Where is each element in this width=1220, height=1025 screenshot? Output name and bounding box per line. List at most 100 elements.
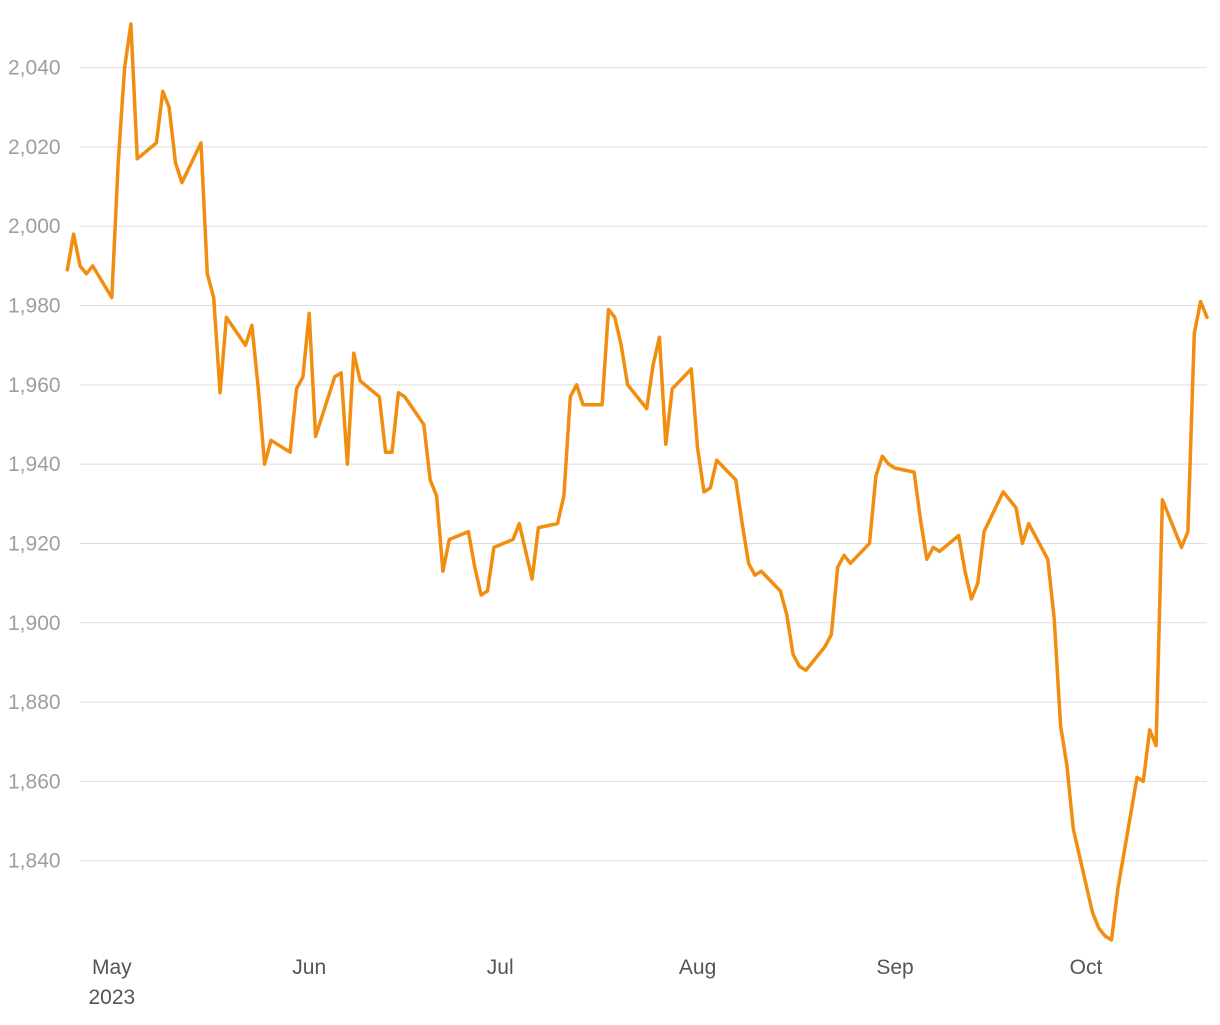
data-point bbox=[212, 296, 216, 300]
data-point bbox=[785, 613, 789, 617]
data-point bbox=[1160, 498, 1164, 502]
y-tick-label: 2,040 bbox=[8, 57, 61, 80]
data-point bbox=[250, 323, 254, 327]
x-axis-ticks: May 2023 Jun Jul Aug Sep Oct bbox=[88, 956, 1102, 1009]
data-point bbox=[154, 141, 158, 145]
data-point bbox=[957, 534, 961, 538]
data-point bbox=[1180, 545, 1184, 549]
data-point bbox=[1186, 530, 1190, 534]
y-tick-label: 1,840 bbox=[8, 850, 61, 873]
data-point bbox=[435, 494, 439, 498]
data-point bbox=[110, 296, 114, 300]
data-point bbox=[619, 343, 623, 347]
data-point bbox=[1097, 926, 1101, 930]
x-tick-label: Sep bbox=[876, 956, 913, 979]
data-point bbox=[263, 462, 267, 466]
data-point bbox=[778, 589, 782, 593]
y-tick-label: 1,940 bbox=[8, 453, 61, 476]
data-point bbox=[403, 395, 407, 399]
data-point bbox=[390, 450, 394, 454]
data-point bbox=[422, 423, 426, 427]
data-point bbox=[1116, 886, 1120, 890]
data-point bbox=[161, 89, 165, 93]
data-point bbox=[562, 494, 566, 498]
data-point bbox=[651, 363, 655, 367]
data-point bbox=[180, 181, 184, 185]
data-point bbox=[1059, 724, 1063, 728]
data-point bbox=[84, 272, 88, 276]
x-tick-label: Oct bbox=[1070, 956, 1103, 979]
data-point bbox=[352, 351, 356, 355]
data-point bbox=[645, 407, 649, 411]
data-point bbox=[753, 573, 757, 577]
data-point bbox=[842, 553, 846, 557]
data-point bbox=[269, 438, 273, 442]
data-point bbox=[1141, 779, 1145, 783]
y-tick-label: 1,900 bbox=[8, 612, 61, 635]
y-tick-label: 1,980 bbox=[8, 295, 61, 318]
data-point bbox=[1052, 617, 1056, 621]
data-point bbox=[1090, 910, 1094, 914]
data-point bbox=[473, 565, 477, 569]
data-point bbox=[893, 466, 897, 470]
x-tick-label: Aug bbox=[679, 956, 716, 979]
data-point bbox=[963, 569, 967, 573]
data-point bbox=[791, 653, 795, 657]
series-line bbox=[65, 22, 1209, 942]
data-point bbox=[715, 458, 719, 462]
data-point bbox=[689, 367, 693, 371]
data-point bbox=[1014, 506, 1018, 510]
data-point bbox=[129, 22, 133, 26]
data-point bbox=[938, 549, 942, 553]
data-point bbox=[1001, 490, 1005, 494]
data-point bbox=[670, 387, 674, 391]
data-point bbox=[982, 530, 986, 534]
data-point bbox=[384, 450, 388, 454]
data-point bbox=[116, 161, 120, 165]
data-point bbox=[696, 446, 700, 450]
data-point bbox=[530, 577, 534, 581]
data-point bbox=[613, 315, 617, 319]
data-point bbox=[224, 315, 228, 319]
data-point bbox=[218, 391, 222, 395]
data-point bbox=[123, 66, 127, 70]
data-point bbox=[72, 232, 76, 236]
x-tick-label: May bbox=[92, 956, 132, 979]
data-point bbox=[135, 157, 139, 161]
data-point bbox=[91, 264, 95, 268]
data-point bbox=[339, 371, 343, 375]
data-point bbox=[199, 141, 203, 145]
y-tick-label: 1,860 bbox=[8, 770, 61, 793]
data-point bbox=[1154, 744, 1158, 748]
y-tick-label: 1,880 bbox=[8, 691, 61, 714]
data-point bbox=[1027, 522, 1031, 526]
data-point bbox=[747, 561, 751, 565]
data-point bbox=[931, 545, 935, 549]
data-point bbox=[1103, 934, 1107, 938]
data-point bbox=[479, 593, 483, 597]
data-point bbox=[657, 335, 661, 339]
data-point bbox=[740, 522, 744, 526]
x-tick-label: Jul bbox=[487, 956, 514, 979]
data-point bbox=[492, 545, 496, 549]
data-point bbox=[969, 597, 973, 601]
data-point bbox=[600, 403, 604, 407]
data-point bbox=[345, 462, 349, 466]
data-point bbox=[848, 561, 852, 565]
data-point bbox=[759, 569, 763, 573]
data-point bbox=[798, 664, 802, 668]
series-layer bbox=[65, 22, 1209, 942]
data-point bbox=[919, 518, 923, 522]
y-axis-ticks: 1,840 1,860 1,880 1,900 1,920 1,940 1,960 1,980… bbox=[8, 57, 61, 873]
data-point bbox=[301, 375, 305, 379]
data-point bbox=[1199, 300, 1203, 304]
data-point bbox=[524, 549, 528, 553]
y-tick-label: 2,000 bbox=[8, 215, 61, 238]
data-point bbox=[868, 541, 872, 545]
data-point bbox=[708, 486, 712, 490]
data-point bbox=[78, 264, 82, 268]
data-point bbox=[1192, 331, 1196, 335]
y-tick-label: 1,920 bbox=[8, 532, 61, 555]
data-point bbox=[823, 645, 827, 649]
